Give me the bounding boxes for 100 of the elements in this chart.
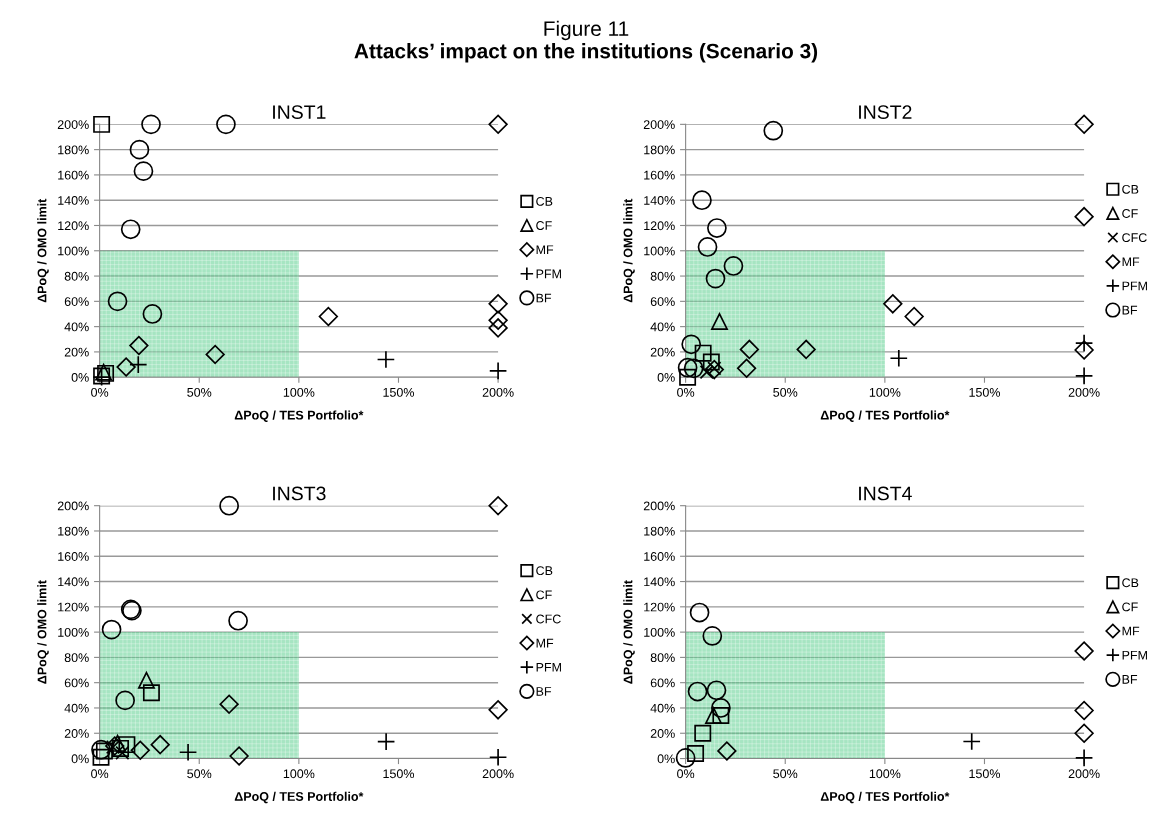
- y-tick-label: 160%: [644, 170, 675, 180]
- point: [101, 619, 122, 640]
- point: [717, 741, 737, 761]
- point: [178, 743, 198, 762]
- point: [488, 700, 508, 720]
- point: [723, 256, 744, 276]
- legend-label: CF: [536, 590, 552, 600]
- y-tick-label: 120%: [58, 602, 89, 612]
- caption: Figure 11: [544, 20, 629, 41]
- y-tick-label: 0%: [71, 754, 89, 764]
- x-tick-label: 0%: [677, 387, 695, 397]
- x-axis-title: ΔPoQ / TES Portfolio*: [234, 410, 364, 422]
- x-tick-label: 100%: [283, 387, 315, 397]
- point: [694, 344, 712, 362]
- point: [488, 361, 508, 381]
- y-tick-label: 60%: [650, 678, 675, 688]
- y-axis-title: ΔPoQ / OMO limit: [623, 580, 635, 684]
- y-tick-label: 80%: [650, 653, 675, 663]
- point: [1074, 723, 1094, 743]
- y-tick-label: 60%: [650, 297, 675, 306]
- point: [681, 334, 702, 355]
- text: Attacks’ impact on the institutions (Scenario 3): [354, 43, 818, 63]
- point: [706, 680, 727, 701]
- x-tick-label: 50%: [187, 769, 212, 779]
- x-tick-label: 100%: [869, 769, 901, 779]
- y-tick-label: 40%: [64, 703, 89, 713]
- point: [763, 120, 784, 141]
- point: [702, 353, 720, 371]
- point: [120, 219, 141, 240]
- y-tick-label: 0%: [657, 373, 675, 382]
- point: [736, 358, 757, 379]
- y-tick-label: 60%: [64, 297, 89, 306]
- legend-label: PFM: [1122, 281, 1147, 291]
- point: [229, 746, 249, 766]
- legend-label: MF: [536, 638, 554, 648]
- point: [1074, 366, 1094, 386]
- point: [488, 496, 508, 516]
- point: [889, 349, 908, 368]
- y-tick-label: 140%: [58, 577, 89, 587]
- point: [1074, 748, 1094, 768]
- y-tick-label: 20%: [64, 347, 89, 357]
- point: [142, 684, 160, 702]
- x-tick-label: 150%: [383, 387, 415, 397]
- point: [707, 218, 727, 238]
- point: [219, 694, 239, 714]
- point: [687, 745, 705, 762]
- chart-title: INST4: [859, 486, 912, 501]
- point: [1074, 206, 1094, 227]
- point: [93, 115, 111, 133]
- y-tick-label: 40%: [650, 703, 675, 713]
- point: [376, 350, 396, 369]
- y-axis-title: ΔPoQ / OMO limit: [37, 580, 49, 684]
- point: [228, 610, 248, 631]
- point: [1074, 114, 1094, 135]
- point: [115, 745, 130, 760]
- point: [205, 344, 225, 365]
- y-tick-label: 100%: [644, 246, 675, 256]
- y-tick-label: 40%: [650, 322, 675, 332]
- y-tick-label: 180%: [58, 526, 89, 536]
- y-tick-label: 100%: [58, 627, 89, 637]
- point: [130, 740, 150, 760]
- x-tick-label: 200%: [1068, 387, 1100, 397]
- legend-label: CF: [1122, 602, 1138, 612]
- point: [116, 357, 136, 377]
- point: [883, 294, 903, 314]
- y-tick-label: 200%: [57, 501, 89, 511]
- point: [488, 748, 508, 767]
- legend-label: CB: [536, 196, 553, 206]
- y-tick-label: 0%: [657, 754, 675, 764]
- y-axis-title: ΔPoQ / OMO limit: [623, 198, 635, 303]
- x-tick-label: 200%: [482, 769, 514, 779]
- y-tick-label: 180%: [58, 145, 89, 155]
- legend-label: CF: [1122, 209, 1138, 218]
- y-tick-label: 60%: [64, 678, 89, 688]
- legend-label: PFM: [536, 662, 561, 672]
- y-tick-label: 180%: [644, 145, 675, 155]
- point: [318, 306, 339, 327]
- x-tick-label: 200%: [482, 387, 514, 397]
- x-tick-label: 150%: [383, 769, 415, 779]
- legend-label: BF: [536, 293, 552, 303]
- x-tick-label: 150%: [969, 769, 1001, 779]
- point: [142, 304, 163, 324]
- y-tick-label: 140%: [644, 577, 675, 587]
- x-tick-label: 0%: [91, 387, 109, 397]
- point: [796, 339, 816, 360]
- y-tick-label: 80%: [64, 271, 89, 281]
- legend-label: BF: [536, 687, 552, 696]
- point: [92, 748, 110, 766]
- legend-label: CFC: [536, 614, 561, 624]
- y-tick-label: 20%: [64, 729, 89, 738]
- point: [115, 690, 135, 711]
- y-tick-label: 100%: [58, 246, 89, 256]
- point: [699, 365, 714, 380]
- legend-label: PFM: [1122, 650, 1147, 660]
- chart-title: INST3: [273, 486, 326, 501]
- point: [711, 313, 728, 331]
- legend-label: CB: [1122, 184, 1139, 194]
- point: [219, 495, 239, 516]
- legend-label: BF: [1122, 675, 1138, 684]
- point: [705, 268, 726, 289]
